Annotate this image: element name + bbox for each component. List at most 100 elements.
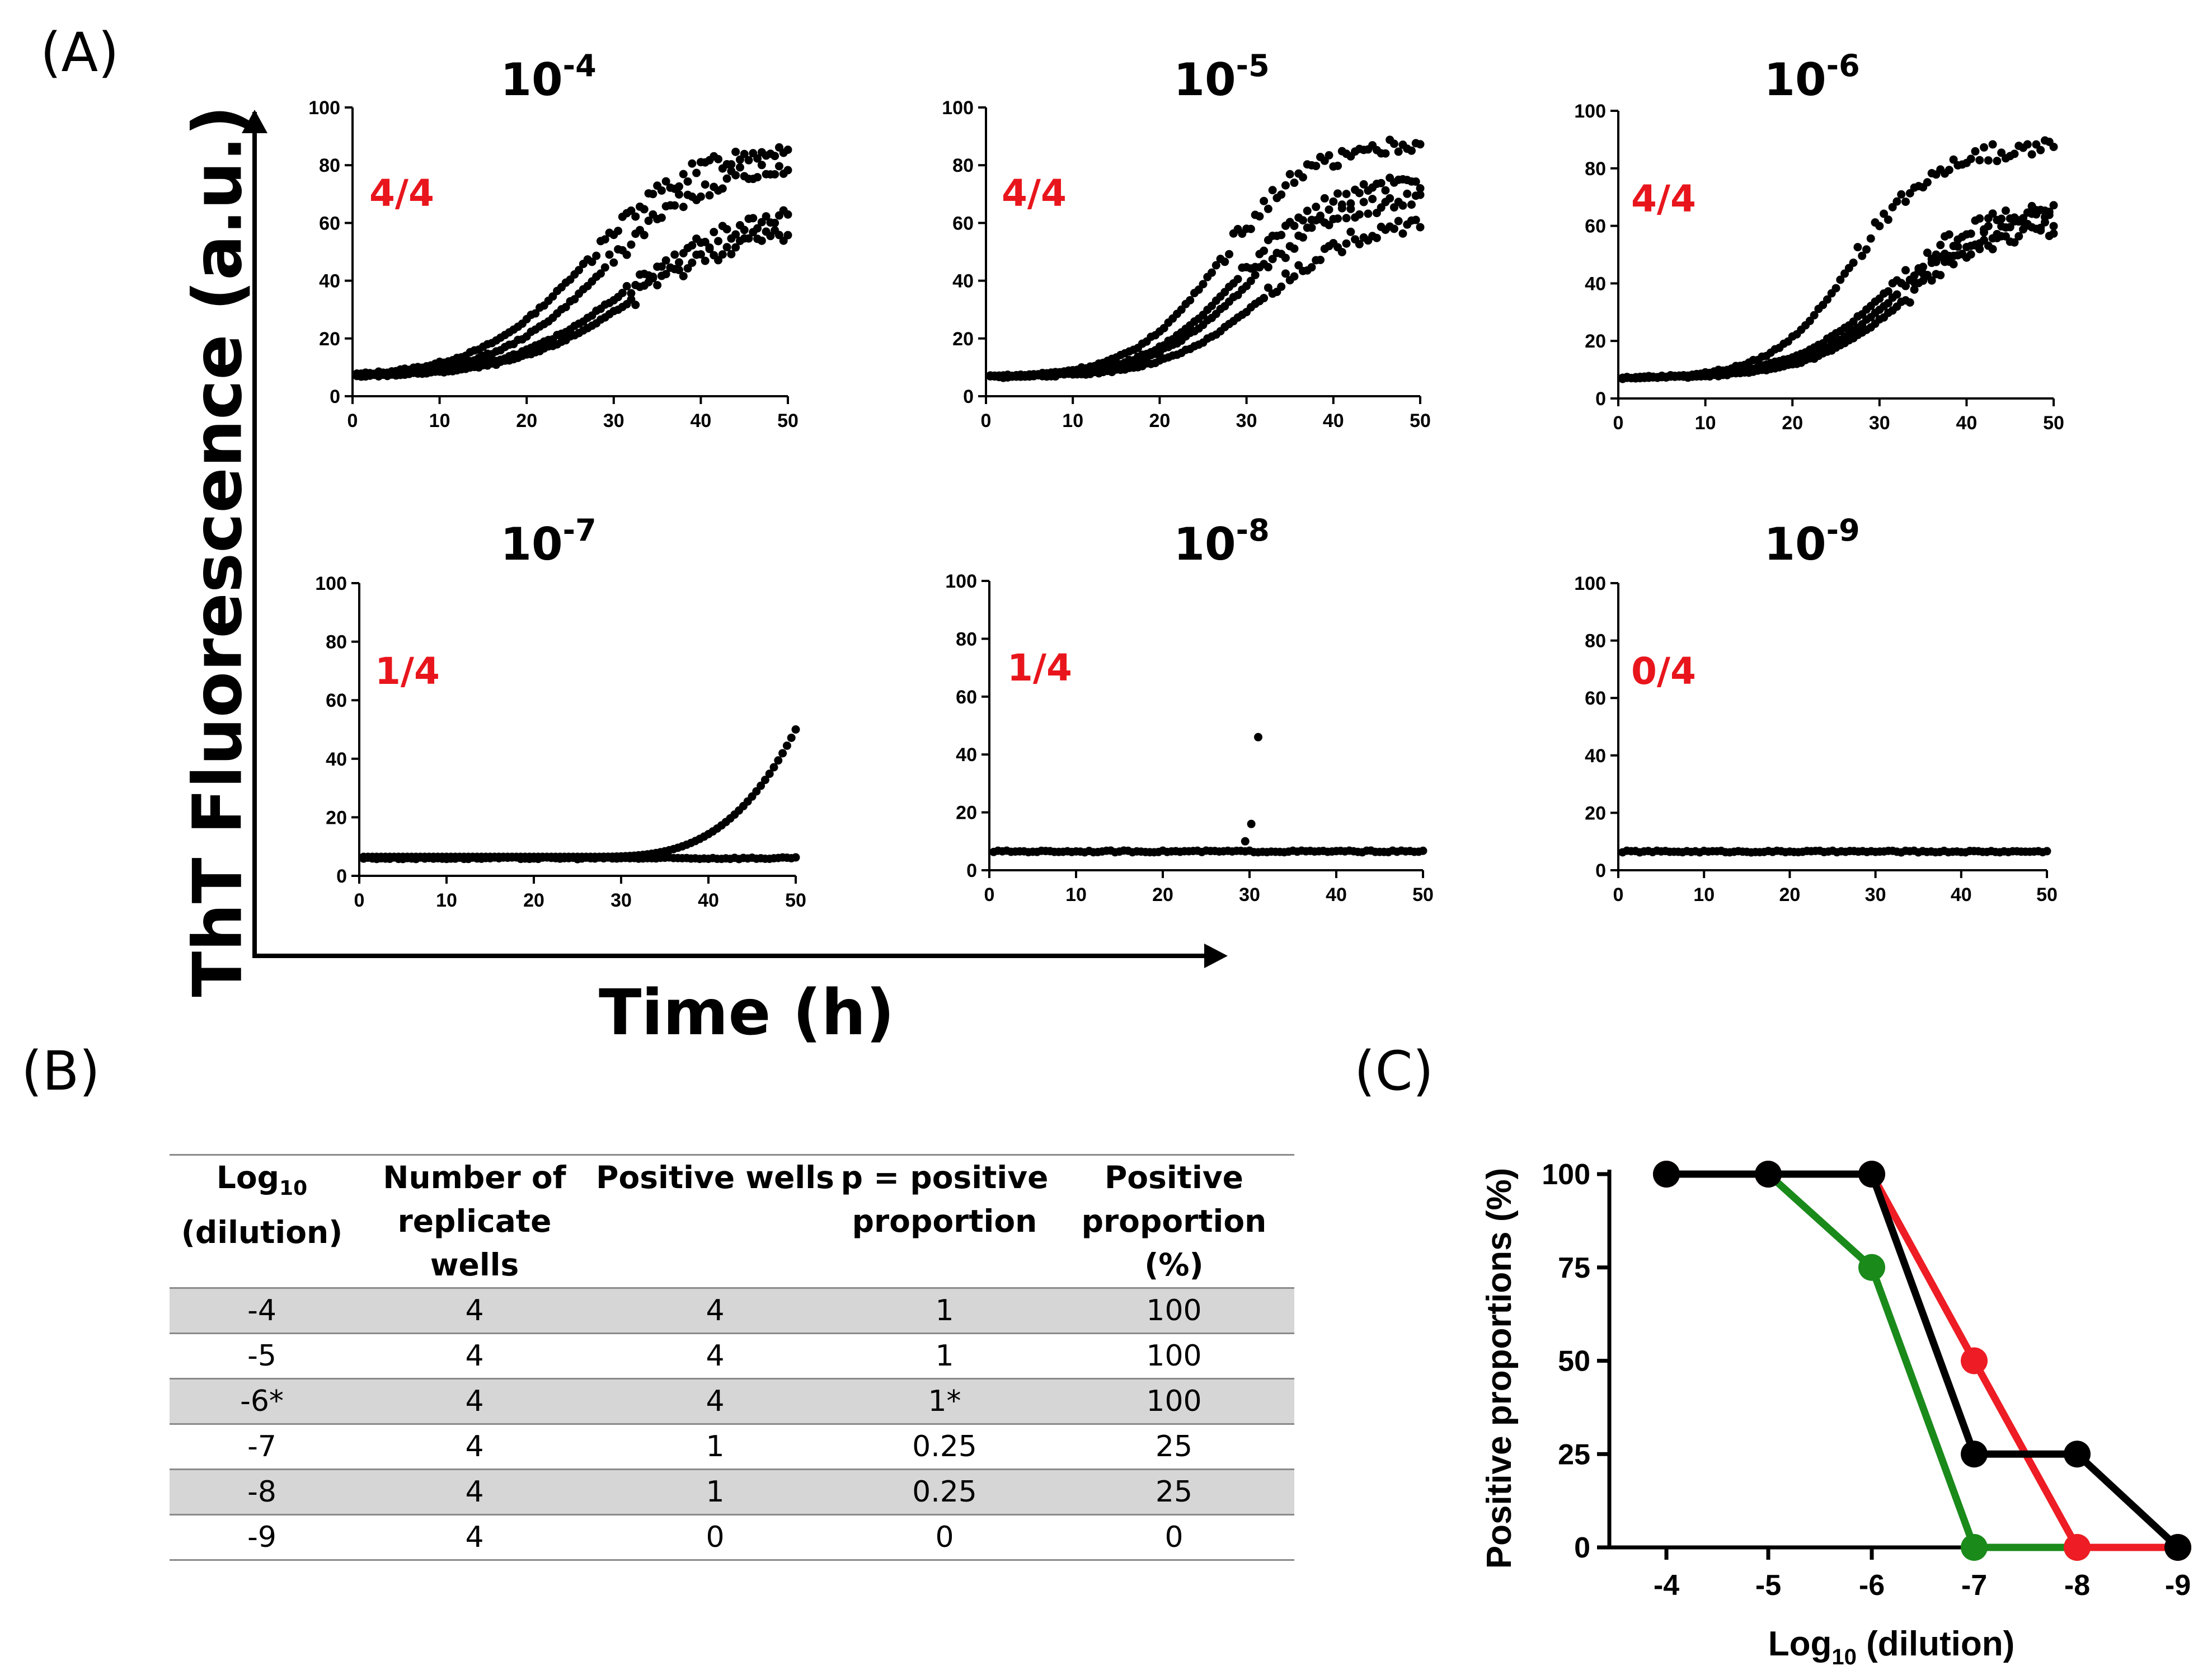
x-tick-label: 0	[354, 890, 365, 911]
plot-title-base: 10	[500, 518, 562, 570]
data-point	[1298, 216, 1307, 225]
y-tick-label: 40	[952, 271, 974, 292]
x-tick-label: 10	[1695, 412, 1716, 434]
data-point	[1836, 275, 1845, 284]
y-tick-label: 80	[1585, 158, 1606, 180]
data-point	[1298, 233, 1307, 242]
x-tick-label: 50	[2043, 412, 2064, 434]
data-point	[1905, 298, 1914, 307]
data-point	[701, 256, 710, 265]
data-point	[1303, 207, 1312, 215]
y-tick-label: 60	[956, 687, 977, 708]
header-log10-dilution: Log10 (dilution)	[170, 1154, 354, 1288]
data-point	[670, 201, 679, 210]
table-cell: 4	[595, 1378, 835, 1424]
c-series-line-black	[1666, 1170, 2181, 1550]
x-tick-label: 20	[516, 410, 537, 431]
y-tick-label: 20	[1585, 331, 1606, 352]
x-axis-label: Time (h)	[599, 977, 895, 1049]
data-point	[1329, 197, 1338, 206]
table-cell: 25	[1054, 1468, 1294, 1515]
data-point	[731, 243, 740, 252]
y-tick-label: 20	[952, 329, 974, 350]
data-point	[1290, 244, 1299, 253]
data-point	[1419, 846, 1427, 855]
data-point	[1966, 154, 1975, 163]
data-point	[631, 301, 640, 309]
c-y-tick-label: 75	[1558, 1252, 1590, 1284]
data-point	[1246, 276, 1255, 285]
data-point	[688, 241, 697, 250]
data-point	[744, 234, 753, 243]
y-tick-label: 60	[1585, 688, 1606, 709]
y-tick-label: 80	[319, 155, 340, 176]
data-point	[653, 281, 662, 290]
table-cell: -5	[170, 1333, 354, 1379]
data-point	[1984, 222, 1993, 231]
data-point	[1325, 151, 1333, 160]
data-point	[783, 231, 792, 240]
plot-title-exponent: -8	[1236, 513, 1270, 548]
y-tick-label: 60	[1585, 216, 1606, 237]
data-point	[627, 289, 636, 298]
x-tick-label: 40	[1323, 410, 1344, 431]
data-point	[1290, 222, 1299, 231]
data-point	[1312, 162, 1321, 171]
data-point	[1337, 247, 1346, 256]
panel-label-c: (C)	[1354, 1040, 1434, 1102]
data-point	[1381, 149, 1390, 158]
data-point	[657, 213, 666, 222]
data-point	[1264, 204, 1272, 213]
data-point	[683, 264, 692, 273]
table-cell: -9	[170, 1514, 354, 1561]
data-point	[1320, 194, 1329, 203]
data-point	[1368, 195, 1377, 204]
data-point	[1966, 229, 1975, 238]
table-cell: 0	[835, 1514, 1054, 1561]
positive-count-label: 0/4	[1631, 650, 1696, 693]
data-point	[1905, 189, 1914, 198]
data-point	[1260, 196, 1269, 205]
data-point	[714, 237, 723, 246]
x-tick-label: 0	[981, 410, 992, 431]
data-point	[1333, 161, 1342, 170]
table-cell: 0.25	[835, 1468, 1054, 1515]
plot-title: 10-4	[500, 48, 596, 106]
data-point	[791, 725, 800, 734]
plot-title-base: 10	[1173, 54, 1236, 106]
x-tick-label: 30	[1239, 884, 1260, 905]
data-point	[1407, 200, 1416, 209]
x-tick-label: 30	[1865, 884, 1886, 905]
data-point	[627, 240, 636, 249]
c-marker-red	[1961, 1347, 1988, 1374]
data-point	[774, 756, 783, 765]
x-tick-label: 20	[1782, 412, 1803, 434]
y-tick-label: 80	[326, 632, 347, 653]
y-tick-label: 0	[963, 386, 974, 407]
data-point	[757, 161, 766, 170]
data-point	[661, 177, 670, 186]
c-marker-black	[1961, 1441, 1988, 1468]
data-point	[1372, 233, 1381, 242]
plot-title: 10-9	[1764, 513, 1859, 570]
data-point	[1988, 245, 1997, 254]
x-tick-label: 50	[1410, 410, 1431, 431]
data-point	[2040, 218, 2049, 227]
data-point	[1254, 733, 1262, 742]
c-x-tick-label: -7	[1961, 1569, 1987, 1602]
table-cell: 100	[1054, 1287, 1294, 1334]
header-dilution-text: (dilution)	[181, 1214, 343, 1250]
data-point	[1268, 255, 1277, 264]
data-point	[744, 156, 753, 165]
x-tick-label: 50	[777, 410, 799, 431]
x-tick-label: 20	[1149, 410, 1170, 431]
data-point	[561, 303, 570, 312]
c-marker-black	[1858, 1161, 1885, 1188]
data-point	[722, 174, 731, 183]
data-point	[782, 741, 791, 750]
positive-count-label: 4/4	[1002, 172, 1067, 215]
table-row: -4 4 4 1 100	[170, 1287, 1294, 1334]
data-point	[722, 225, 731, 234]
